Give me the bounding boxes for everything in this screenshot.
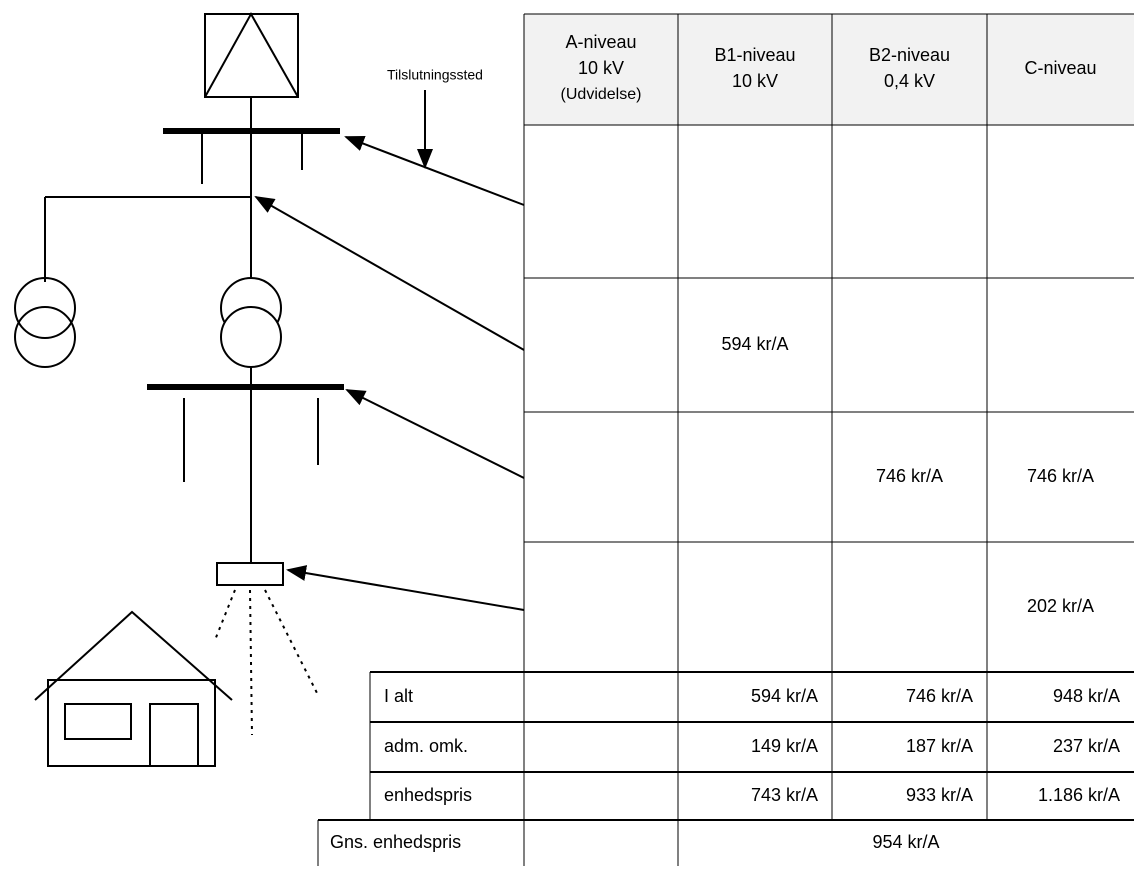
header-bg — [524, 14, 1134, 125]
cell: 149 kr/A — [751, 736, 818, 756]
column-header: A-niveau — [565, 32, 636, 52]
cell: 594 kr/A — [751, 686, 818, 706]
column-header: (Udvidelse) — [561, 86, 642, 103]
cell: 202 kr/A — [1027, 596, 1094, 616]
cell: 187 kr/A — [906, 736, 973, 756]
row-label: adm. omk. — [384, 736, 468, 756]
annotation: Tilslutningssted — [387, 67, 483, 83]
cell: 933 kr/A — [906, 785, 973, 805]
column-header: B1-niveau — [714, 45, 795, 65]
row-label: Gns. enhedspris — [330, 832, 461, 852]
cell: 746 kr/A — [1027, 466, 1094, 486]
cell: 594 kr/A — [721, 334, 788, 354]
cell: 948 kr/A — [1053, 686, 1120, 706]
cell: 1.186 kr/A — [1038, 785, 1120, 805]
row-label: enhedspris — [384, 785, 472, 805]
cell: 237 kr/A — [1053, 736, 1120, 756]
cell: 743 kr/A — [751, 785, 818, 805]
row-label: I alt — [384, 686, 413, 706]
column-header: 10 kV — [578, 58, 624, 78]
column-header: 0,4 kV — [884, 71, 935, 91]
cell: 746 kr/A — [906, 686, 973, 706]
cell: 954 kr/A — [872, 832, 939, 852]
cell: 746 kr/A — [876, 466, 943, 486]
column-header: C-niveau — [1024, 58, 1096, 78]
column-header: 10 kV — [732, 71, 778, 91]
network-diagram — [14, 11, 525, 767]
column-header: B2-niveau — [869, 45, 950, 65]
